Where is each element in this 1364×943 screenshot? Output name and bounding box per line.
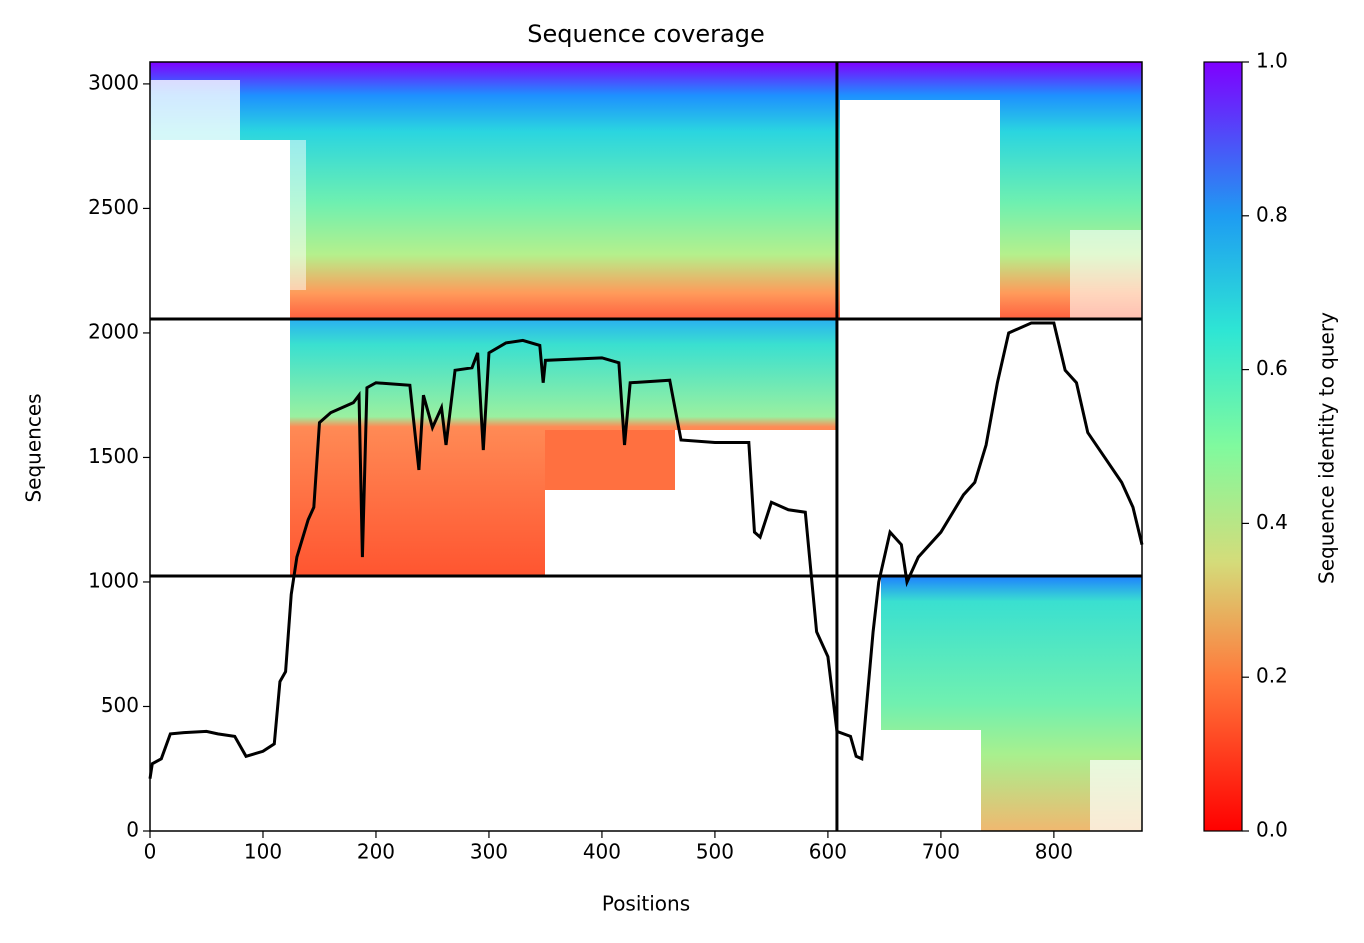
colorbar-tick-label: 0.0 (1256, 818, 1288, 842)
heatmap-gap (1090, 760, 1142, 831)
y-tick-label: 1500 (88, 444, 139, 468)
y-tick-label: 0 (126, 818, 139, 842)
y-axis-label: Sequences (22, 393, 46, 502)
coverage-line (148, 321, 1144, 779)
heatmap (150, 62, 1142, 831)
x-tick-label: 200 (357, 840, 395, 864)
x-tick-label: 700 (922, 840, 960, 864)
colorbar-tick-label: 0.6 (1256, 356, 1288, 380)
marks (148, 62, 1144, 831)
x-axis-label: Positions (602, 892, 690, 916)
colorbar (1203, 61, 1243, 832)
plot-frame (149, 61, 1143, 832)
x-tick-label: 100 (244, 840, 282, 864)
y-tick-label: 2000 (88, 319, 139, 343)
y-tick-label: 1000 (88, 568, 139, 592)
y-tick-label: 2500 (88, 195, 139, 219)
heatmap-gap (881, 730, 981, 831)
x-tick-label: 300 (470, 840, 508, 864)
colorbar-tick-label: 0.4 (1256, 510, 1288, 534)
colorbar-label: Sequence identity to query (1315, 312, 1339, 584)
y-tick-label: 500 (101, 693, 139, 717)
heatmap-block (545, 430, 675, 490)
heatmap-gap (290, 140, 306, 290)
y-tick-label: 3000 (88, 70, 139, 94)
x-tick-label: 400 (583, 840, 621, 864)
colorbar-tick-label: 1.0 (1256, 49, 1288, 73)
heatmap-gap (1070, 230, 1142, 319)
x-tick-label: 500 (696, 840, 734, 864)
x-tick-label: 800 (1035, 840, 1073, 864)
colorbar-tick-label: 0.2 (1256, 664, 1288, 688)
x-tick-label: 0 (144, 840, 157, 864)
chart-title: Sequence coverage (527, 20, 764, 48)
heatmap-gap (150, 80, 240, 140)
heatmap-gap (150, 140, 290, 319)
x-tick-label: 600 (809, 840, 847, 864)
colorbar-tick-label: 0.8 (1256, 202, 1288, 226)
heatmap-gap (840, 100, 1000, 319)
